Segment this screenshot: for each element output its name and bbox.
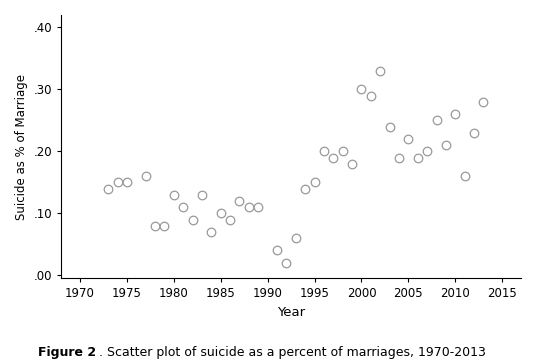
Point: [319, 148, 328, 154]
Point: [367, 93, 375, 98]
Point: [207, 229, 215, 235]
Point: [244, 204, 253, 210]
Point: [123, 179, 131, 185]
Point: [273, 248, 281, 253]
Point: [160, 223, 169, 229]
Text: Figure 2: Figure 2: [38, 346, 95, 359]
Point: [142, 173, 150, 179]
Point: [413, 155, 422, 160]
Point: [470, 130, 478, 136]
Point: [423, 148, 431, 154]
Point: [217, 211, 225, 216]
Point: [357, 86, 366, 92]
Point: [169, 192, 178, 197]
Point: [451, 111, 459, 117]
Point: [460, 173, 469, 179]
Point: [254, 204, 263, 210]
Point: [338, 148, 347, 154]
X-axis label: Year: Year: [277, 306, 305, 319]
Point: [432, 118, 441, 123]
Point: [329, 155, 338, 160]
Point: [479, 99, 488, 105]
Point: [104, 185, 113, 191]
Point: [179, 204, 188, 210]
Y-axis label: Suicide as % of Marriage: Suicide as % of Marriage: [15, 74, 28, 220]
Point: [113, 179, 122, 185]
Point: [151, 223, 159, 229]
Point: [301, 185, 309, 191]
Point: [282, 260, 291, 266]
Point: [235, 198, 244, 204]
Point: [385, 124, 394, 130]
Point: [376, 68, 384, 74]
Point: [442, 142, 450, 148]
Point: [292, 235, 300, 241]
Text: . Scatter plot of suicide as a percent of marriages, 1970-2013: . Scatter plot of suicide as a percent o…: [99, 346, 486, 359]
Point: [348, 161, 356, 167]
Point: [226, 217, 234, 223]
Point: [188, 217, 197, 223]
Point: [198, 192, 206, 197]
Point: [404, 136, 413, 142]
Point: [394, 155, 403, 160]
Point: [310, 179, 319, 185]
